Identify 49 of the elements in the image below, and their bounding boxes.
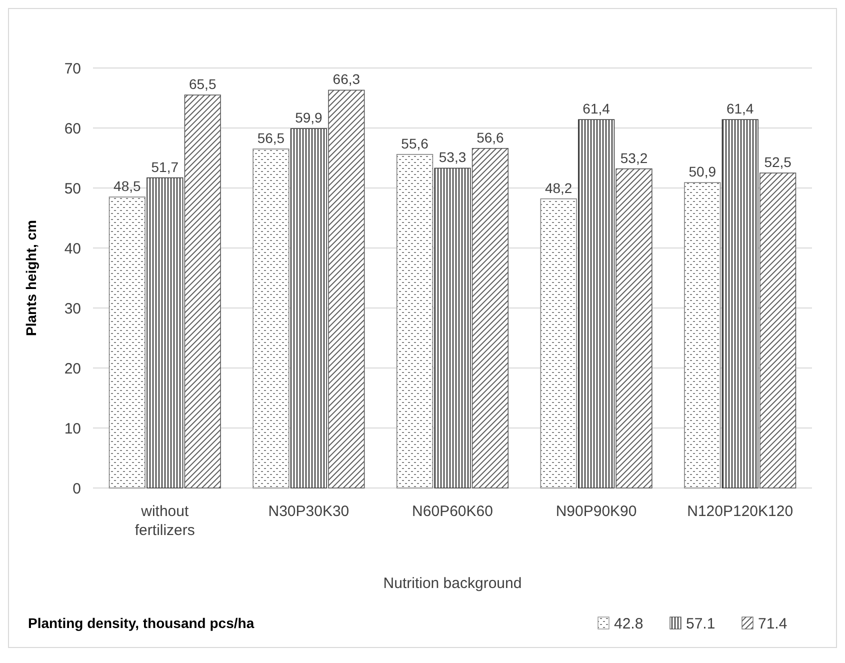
bar: [472, 148, 509, 488]
x-tick-label: N120P120K120: [687, 503, 794, 520]
y-tick-label: 0: [72, 480, 81, 498]
bar: [396, 154, 434, 488]
data-label: 50,9: [688, 164, 716, 180]
bar: [578, 119, 615, 488]
data-label: 55,6: [401, 135, 429, 152]
bar: [328, 90, 365, 488]
bar: [722, 119, 758, 488]
y-tick-label: 30: [64, 300, 81, 318]
bar: [290, 128, 328, 488]
bar: [146, 177, 184, 488]
bar: [760, 172, 796, 488]
x-tick-label: N90P90K90: [556, 503, 637, 520]
data-label: 59,9: [295, 110, 323, 126]
data-label: 48,2: [544, 180, 572, 196]
bar: [616, 168, 652, 488]
data-label: 53,2: [620, 150, 648, 166]
data-label: 65,5: [188, 76, 216, 92]
y-tick-label: 10: [64, 420, 81, 438]
x-axis-title: Nutrition background: [383, 575, 522, 592]
data-label: 53,3: [438, 149, 466, 166]
bar: [108, 196, 146, 488]
bar: [184, 94, 221, 488]
data-label: 66,3: [332, 71, 360, 88]
x-tick-label: without fertilizers: [134, 503, 195, 539]
y-axis-title: Plants height, cm: [23, 220, 39, 336]
bar: [540, 198, 577, 488]
legend-label: 57.1: [686, 615, 716, 632]
y-tick-label: 40: [64, 240, 81, 258]
legend-label: 71.4: [758, 615, 788, 632]
y-tick-label: 60: [64, 120, 81, 138]
legend-label: 42.8: [614, 615, 644, 632]
data-label: 51,7: [151, 158, 179, 175]
data-label: 52,5: [764, 154, 792, 170]
y-tick-label: 20: [64, 360, 81, 378]
y-tick-label: 70: [64, 60, 81, 78]
bar: [434, 168, 471, 488]
bar: [252, 148, 290, 488]
x-tick-label: N60P60K60: [412, 503, 493, 520]
data-label: 56,5: [257, 130, 285, 146]
data-label: 61,4: [726, 100, 754, 117]
bar: [684, 182, 721, 488]
x-tick-label: N30P30K30: [268, 503, 350, 520]
data-label: 61,4: [582, 100, 610, 117]
y-tick-label: 50: [64, 180, 81, 198]
legend-title: Planting density, thousand pcs/ha: [28, 614, 254, 631]
data-label: 48,5: [114, 178, 142, 194]
data-label: 56,6: [476, 129, 504, 146]
